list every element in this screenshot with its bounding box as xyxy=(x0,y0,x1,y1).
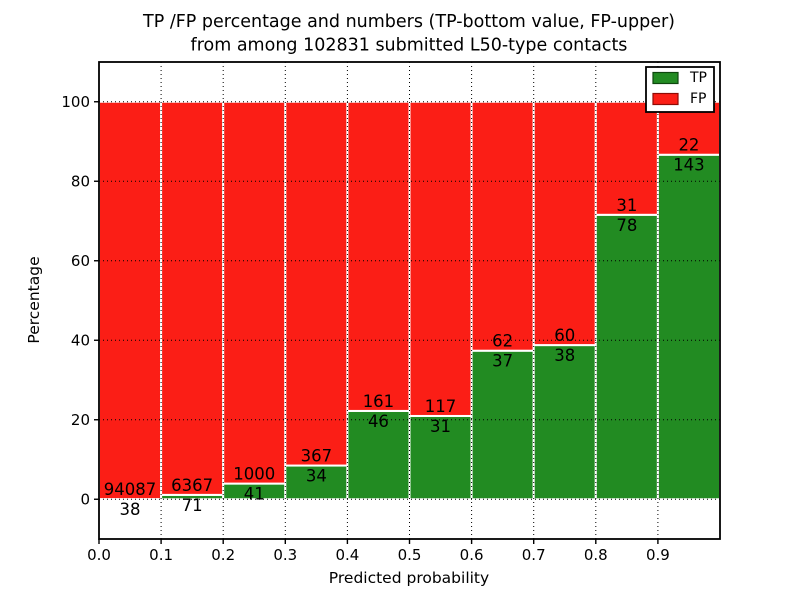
tp-count-label: 46 xyxy=(368,412,389,431)
legend-swatch-tp xyxy=(652,71,679,85)
y-tick-label: 20 xyxy=(71,411,90,429)
bars-group xyxy=(98,100,722,501)
tp-count-label: 34 xyxy=(306,467,327,486)
fp-count-label: 60 xyxy=(554,326,575,345)
fp-count-label: 367 xyxy=(301,447,333,466)
bar-tp-segment xyxy=(594,213,659,501)
bar-fp-segment xyxy=(98,100,163,501)
bar-labels-group: 9408738636771100041367341614611731623760… xyxy=(104,136,705,519)
bar-fp-segment xyxy=(346,100,411,412)
legend-label-tp: TP xyxy=(689,70,707,86)
legend-label-fp: FP xyxy=(690,91,707,107)
y-tick-label: 0 xyxy=(80,490,90,508)
fp-count-label: 62 xyxy=(492,332,513,351)
x-tick-label: 0.3 xyxy=(273,546,297,564)
y-tick-label: 60 xyxy=(71,252,90,270)
bar-fp-segment xyxy=(284,100,349,467)
bar-tp-segment xyxy=(470,349,535,501)
x-tick-label: 0.8 xyxy=(584,546,608,564)
x-tick-label: 0.4 xyxy=(335,546,359,564)
x-tick-label: 0.9 xyxy=(646,546,670,564)
x-tick-label: 0.6 xyxy=(460,546,484,564)
fp-count-label: 22 xyxy=(678,136,699,155)
tp-count-label: 143 xyxy=(673,156,705,175)
bar-tp-segment xyxy=(532,344,597,501)
chart-title-line2: from among 102831 submitted L50-type con… xyxy=(191,36,628,56)
tp-count-label: 71 xyxy=(182,496,203,515)
fp-count-label: 1000 xyxy=(233,465,275,484)
ticks-group: 0.0 0.1 0.2 0.3 0.4 0.5 0.6 0.7 0.8 0.9 0 20 40 60 80 1… xyxy=(61,93,669,564)
fp-count-label: 31 xyxy=(616,196,637,215)
bar-fp-segment xyxy=(594,100,659,216)
tp-count-label: 37 xyxy=(492,352,513,371)
tp-count-label: 41 xyxy=(244,485,265,504)
legend-rows: TP FP xyxy=(652,70,707,107)
bar-fp-segment xyxy=(532,100,597,347)
fp-count-label: 94087 xyxy=(104,480,157,499)
fp-count-label: 161 xyxy=(363,392,395,411)
tp-count-label: 38 xyxy=(120,500,141,519)
y-axis-label: Percentage xyxy=(25,256,43,343)
x-tick-label: 0.2 xyxy=(211,546,235,564)
y-tick-label: 40 xyxy=(71,331,90,349)
legend: TP FP xyxy=(645,66,715,113)
y-tick-label: 80 xyxy=(71,172,90,190)
x-tick-label: 0.0 xyxy=(87,546,111,564)
tp-count-label: 38 xyxy=(554,346,575,365)
fp-count-label: 6367 xyxy=(171,476,213,495)
bar-fp-segment xyxy=(408,100,473,417)
legend-swatch-fp xyxy=(652,92,679,106)
bar-fp-segment xyxy=(160,100,225,496)
tp-count-label: 31 xyxy=(430,417,451,436)
bar-fp-segment xyxy=(222,100,287,485)
x-tick-label: 0.7 xyxy=(522,546,546,564)
chart-title-line1: TP /FP percentage and numbers (TP-bottom… xyxy=(142,12,675,32)
bar-fp-segment xyxy=(470,100,535,352)
x-tick-label: 0.1 xyxy=(149,546,173,564)
x-axis-label: Predicted probability xyxy=(329,569,489,587)
y-tick-label: 100 xyxy=(61,93,90,111)
tp-count-label: 78 xyxy=(616,216,637,235)
fp-count-label: 117 xyxy=(425,397,457,416)
x-tick-label: 0.5 xyxy=(398,546,422,564)
bar-tp-segment xyxy=(656,153,722,501)
